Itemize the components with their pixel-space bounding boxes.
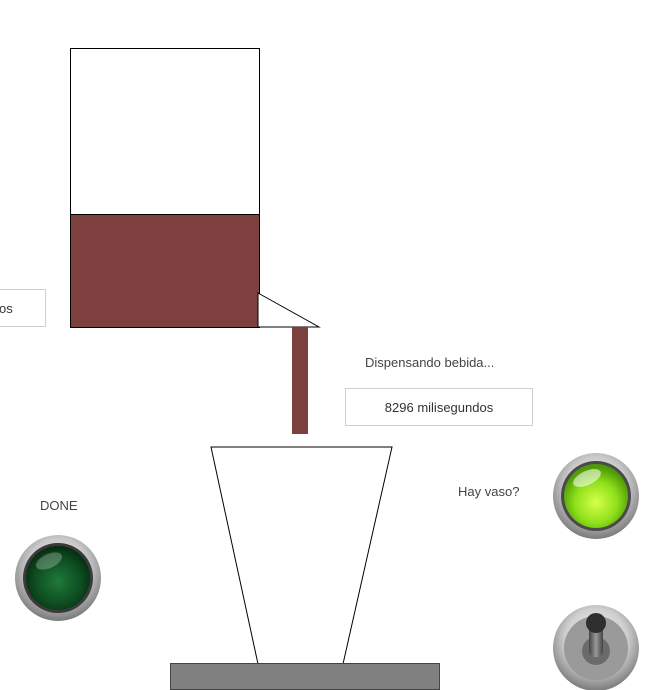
tank-spout (257, 292, 321, 328)
left-value-box: os (0, 289, 46, 327)
left-value-text: os (0, 300, 13, 316)
tank-liquid (70, 214, 260, 328)
cup (210, 446, 393, 665)
dispensing-label: Dispensando bebida... (365, 355, 495, 370)
liquid-stream (292, 327, 308, 434)
glass-present-label: Hay vaso? (458, 484, 520, 499)
time-display: 8296 milisegundos (345, 388, 533, 426)
time-value: 8296 milisegundos (384, 399, 494, 415)
done-led-icon (15, 535, 101, 621)
glass-led-icon (553, 453, 639, 539)
toggle-switch-icon[interactable] (551, 603, 641, 690)
dispenser-base (170, 663, 440, 690)
done-label: DONE (40, 498, 78, 513)
tank-empty-area (70, 48, 260, 215)
